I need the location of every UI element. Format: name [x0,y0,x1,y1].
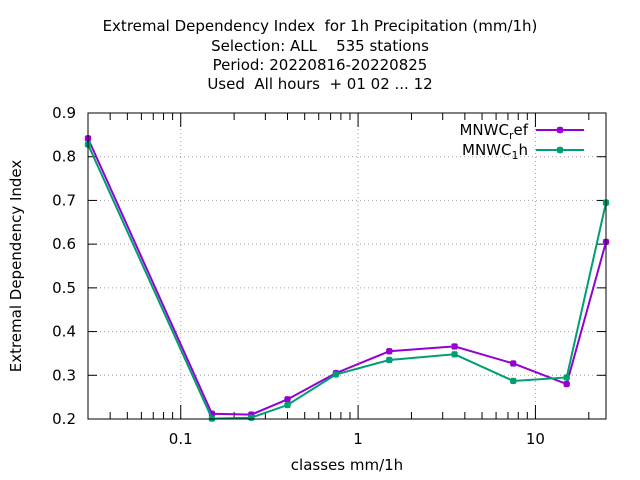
axis-ticks [88,112,606,420]
x-tick-label: 1 [353,430,363,448]
data-point [563,380,570,388]
y-tick-label: 0.9 [52,104,76,122]
data-point [451,350,458,358]
x-tick-label: 0.1 [169,430,193,448]
data-point [385,347,393,355]
chart-title-line-2: Selection: ALL 535 stations [211,37,429,55]
y-tick-label: 0.3 [52,366,76,384]
chart-title-line-4: Used All hours + 01 02 ... 12 [207,75,433,93]
data-point [385,356,393,364]
chart-title-line-1: Extremal Dependency Index for 1h Precipi… [102,17,538,35]
tick-labels: 0.2 0.3 0.4 0.5 0.6 0.7 0.8 0.9 0.1 1 10 [52,104,545,448]
y-tick-label: 0.7 [52,191,76,209]
y-tick-label: 0.2 [52,410,76,428]
series-1 [84,135,610,418]
data-point [284,401,291,409]
data-point [509,360,517,367]
data-point [332,371,340,378]
plot-border [87,112,607,420]
data-point [247,414,255,422]
x-tick-label: 10 [526,430,545,448]
legend-label: MNWCref [459,121,528,142]
y-tick-label: 0.8 [52,148,76,166]
data-point [509,377,517,385]
series-line [87,137,607,416]
legend-label: MNWC1h [462,141,528,162]
data-point [451,343,458,350]
data-point [563,374,570,381]
legend-marker [556,126,564,134]
data-point [208,410,216,418]
y-tick-label: 0.6 [52,235,76,253]
legend-marker [556,146,564,154]
chart-title-line-3: Period: 20220816-20220825 [212,56,428,74]
grid [88,113,606,419]
y-axis-label: Extremal Dependency Index [7,160,25,373]
y-tick-label: 0.4 [52,323,76,341]
series-layer [84,135,610,422]
y-tick-label: 0.5 [52,279,76,297]
x-axis-label: classes mm/1h [291,456,403,474]
series-line [87,144,607,420]
series-2 [84,141,610,422]
data-point [284,395,291,403]
